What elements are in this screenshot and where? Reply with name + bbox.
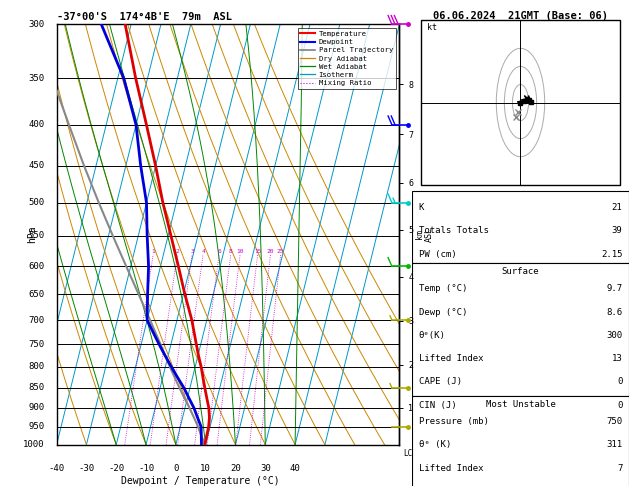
- Bar: [412, 396, 629, 486]
- Text: Mixing Ratio (g/kg): Mixing Ratio (g/kg): [450, 191, 459, 278]
- Text: 20: 20: [230, 464, 241, 472]
- Text: Totals Totals: Totals Totals: [418, 226, 488, 235]
- Text: 750: 750: [606, 417, 623, 426]
- Text: θᵉ(K): θᵉ(K): [418, 331, 445, 340]
- Text: 1000: 1000: [23, 440, 45, 449]
- Text: θᵉ (K): θᵉ (K): [418, 440, 451, 449]
- Text: 2.15: 2.15: [601, 250, 623, 259]
- Text: 300: 300: [28, 20, 45, 29]
- Text: -10: -10: [138, 464, 154, 472]
- Text: 650: 650: [28, 290, 45, 299]
- Text: 8.6: 8.6: [606, 308, 623, 316]
- Text: 13: 13: [612, 354, 623, 363]
- Text: 850: 850: [28, 383, 45, 392]
- Text: 3: 3: [190, 249, 194, 255]
- Text: 10: 10: [200, 464, 211, 472]
- Text: 39: 39: [612, 226, 623, 235]
- Text: 550: 550: [28, 231, 45, 241]
- Legend: Temperature, Dewpoint, Parcel Trajectory, Dry Adiabat, Wet Adiabat, Isotherm, Mi: Temperature, Dewpoint, Parcel Trajectory…: [298, 28, 396, 89]
- Text: 10: 10: [237, 249, 244, 255]
- Text: Pressure (mb): Pressure (mb): [418, 417, 488, 426]
- Text: 900: 900: [28, 403, 45, 413]
- Text: 450: 450: [28, 161, 45, 171]
- Text: -40: -40: [48, 464, 65, 472]
- Text: -20: -20: [108, 464, 125, 472]
- Text: 350: 350: [28, 73, 45, 83]
- Text: CIN (J): CIN (J): [418, 401, 456, 410]
- Text: Lifted Index: Lifted Index: [418, 354, 483, 363]
- Text: 06.06.2024  21GMT (Base: 06): 06.06.2024 21GMT (Base: 06): [433, 11, 608, 21]
- Text: 0: 0: [173, 464, 179, 472]
- Text: 25: 25: [277, 249, 284, 255]
- Text: 950: 950: [28, 422, 45, 431]
- Text: Dewp (°C): Dewp (°C): [418, 308, 467, 316]
- Text: 700: 700: [28, 315, 45, 325]
- Text: Temp (°C): Temp (°C): [418, 284, 467, 293]
- Text: K: K: [418, 203, 424, 212]
- Text: 20: 20: [267, 249, 274, 255]
- Text: 0: 0: [617, 378, 623, 386]
- Y-axis label: km
ASL: km ASL: [415, 227, 434, 242]
- Text: 8: 8: [229, 249, 233, 255]
- Text: kt: kt: [427, 23, 437, 32]
- Text: PW (cm): PW (cm): [418, 250, 456, 259]
- Text: 311: 311: [606, 440, 623, 449]
- Text: 2: 2: [175, 249, 179, 255]
- Text: 9.7: 9.7: [606, 284, 623, 293]
- Text: CAPE (J): CAPE (J): [418, 378, 462, 386]
- Text: 800: 800: [28, 362, 45, 371]
- Text: 40: 40: [290, 464, 301, 472]
- Text: 300: 300: [606, 331, 623, 340]
- Text: -37°00'S  174°4B'E  79m  ASL: -37°00'S 174°4B'E 79m ASL: [57, 12, 231, 22]
- Text: Most Unstable: Most Unstable: [486, 400, 555, 409]
- Text: -30: -30: [79, 464, 94, 472]
- Bar: [412, 263, 629, 396]
- Text: 4: 4: [201, 249, 205, 255]
- Text: 400: 400: [28, 120, 45, 129]
- Text: 6: 6: [217, 249, 221, 255]
- Text: 21: 21: [612, 203, 623, 212]
- Text: 1: 1: [152, 249, 155, 255]
- Bar: [421, 20, 620, 185]
- Text: 30: 30: [260, 464, 270, 472]
- Text: 0: 0: [617, 401, 623, 410]
- Text: 15: 15: [254, 249, 262, 255]
- Text: 7: 7: [617, 464, 623, 472]
- Text: 600: 600: [28, 262, 45, 271]
- Text: 500: 500: [28, 198, 45, 207]
- Text: Dewpoint / Temperature (°C): Dewpoint / Temperature (°C): [121, 476, 280, 486]
- Text: 750: 750: [28, 340, 45, 349]
- Bar: [412, 191, 629, 263]
- Text: hPa: hPa: [28, 226, 38, 243]
- Text: Lifted Index: Lifted Index: [418, 464, 483, 472]
- Text: Surface: Surface: [502, 267, 539, 277]
- Text: LCL: LCL: [403, 449, 417, 458]
